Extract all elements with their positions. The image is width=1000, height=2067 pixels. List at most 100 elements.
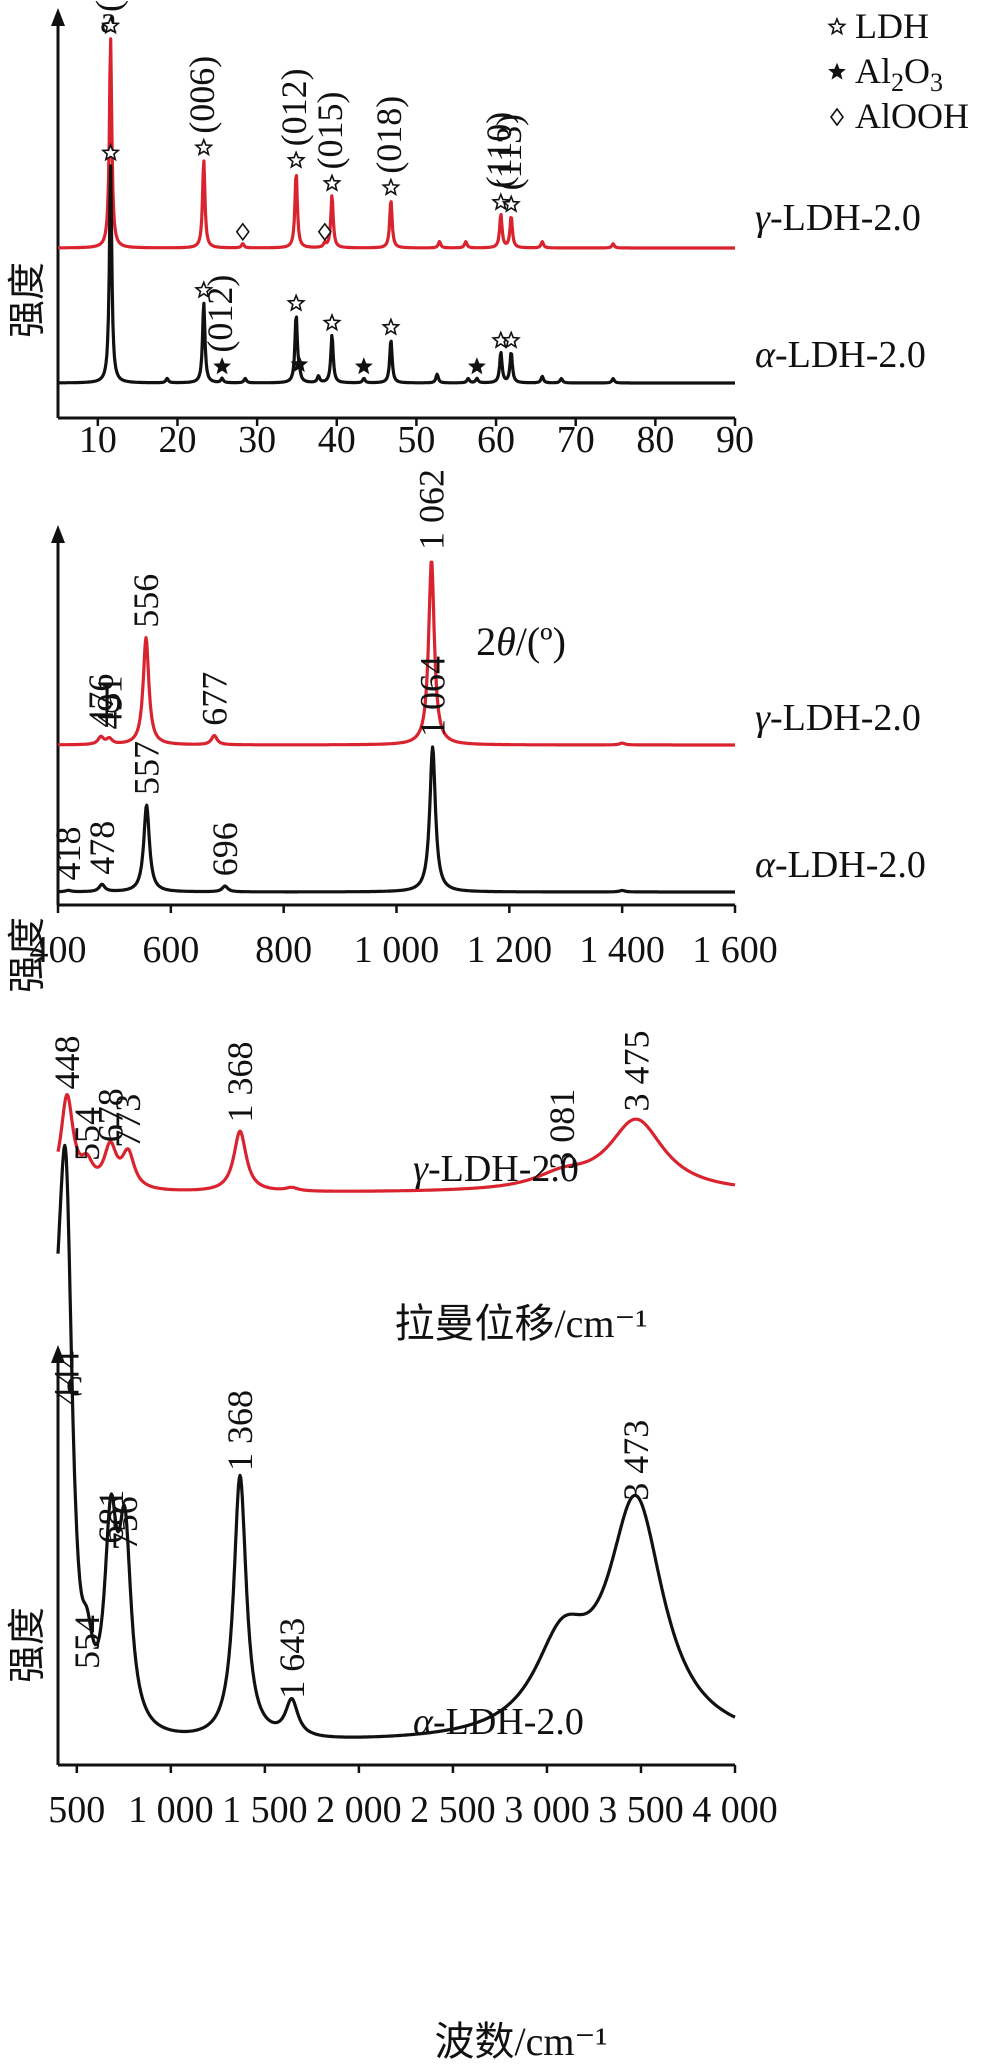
filled-star-marker — [468, 357, 486, 375]
x-tick-label: 70 — [557, 419, 595, 461]
open-diamond-icon — [830, 107, 844, 127]
peak-label: 678 — [90, 1088, 130, 1142]
panel-a-legend: LDH Al2O3 AlOOH — [827, 6, 969, 136]
series-gamma-a: (003) (006) (012)(015) (018) (110)(113) γ-LDH… — [57, 0, 921, 250]
y-axis-arrow-icon — [51, 8, 65, 26]
legend-item-ldh: LDH — [827, 6, 929, 46]
open-star-marker — [322, 312, 342, 332]
legend-item-alooh: AlOOH — [830, 96, 969, 136]
x-tick-label: 1 200 — [467, 929, 553, 971]
open-star-marker — [501, 330, 521, 349]
panel-a-axes: 10 20 30 40 50 60 70 80 90 — [51, 8, 754, 461]
spectrum-line — [56, 1093, 736, 1193]
peak-label: 1 368 — [220, 1042, 260, 1123]
peak-label: 554 — [67, 1615, 107, 1669]
x-tick-label: 40 — [318, 419, 356, 461]
peak-label: 696 — [205, 822, 245, 876]
y-axis-arrow-icon — [51, 525, 65, 543]
panel-b-y-axis-label: 强度 — [5, 917, 49, 993]
x-tick-label: 2 500 — [410, 1789, 496, 1831]
open-star-icon — [827, 16, 847, 36]
open-star-marker — [286, 293, 306, 312]
peak-label: 677 — [194, 672, 234, 726]
peak-label: 1 062 — [411, 469, 451, 550]
series-alpha-a: (012) α-LDH-2.0 — [57, 142, 926, 385]
spectrum-line — [57, 745, 736, 894]
peak-label: 554 — [67, 1107, 107, 1161]
x-tick-label: 3 500 — [598, 1789, 684, 1831]
series-name-label: α-LDH-2.0 — [755, 844, 926, 886]
panel-b-axes: 400 600 800 1 000 1 200 1 400 1 600 — [30, 525, 778, 971]
x-tick-label: 60 — [477, 419, 515, 461]
peak-label: (110) — [479, 112, 519, 189]
x-tick-label: 800 — [255, 929, 312, 971]
panel-a-y-axis-label: 强度 — [5, 262, 49, 338]
peak-label: 476 — [81, 674, 121, 728]
panel-a-x-axis-label: 2θ/(º) — [476, 619, 566, 664]
x-tick-label: 1 000 — [354, 929, 440, 971]
peak-label: 556 — [126, 574, 166, 628]
x-tick-label: 1 600 — [692, 929, 778, 971]
x-tick-label: 4 000 — [692, 1789, 778, 1831]
peak-label: 1 368 — [220, 1390, 260, 1471]
spectrum-line — [57, 560, 736, 747]
panel-b-letter: b — [103, 679, 122, 721]
open-star-marker — [491, 192, 511, 211]
x-tick-label: 1 500 — [222, 1789, 308, 1831]
filled-star-icon — [828, 62, 846, 80]
peak-label: 491 — [89, 675, 129, 729]
peak-label: 3 473 — [616, 1420, 656, 1501]
peak-label: 3 475 — [616, 1031, 656, 1112]
peak-label: 3 081 — [542, 1089, 582, 1170]
peak-label: (113) — [489, 114, 529, 191]
panel-c-letter: c — [66, 1362, 83, 1404]
open-star-marker — [322, 173, 342, 192]
peak-label: (006) — [182, 56, 222, 134]
x-tick-label: 10 — [79, 419, 117, 461]
spectrum-line — [56, 1143, 736, 1739]
peak-label: 557 — [127, 741, 167, 795]
series-name-label: α-LDH-2.0 — [413, 1701, 584, 1743]
open-diamond-icon — [830, 107, 844, 127]
x-tick-label: 20 — [158, 419, 196, 461]
peak-label: (012) — [274, 68, 314, 146]
x-tick-label: 400 — [30, 929, 87, 971]
panel-c-x-axis-label: 波数/cm⁻¹ — [434, 2019, 607, 2064]
peak-label: 478 — [82, 821, 122, 875]
panel-c-axes: 500 1 000 1 500 2 000 2 500 3 000 3 500 4 000 — [48, 1345, 778, 1831]
legend-item-al2o3: Al2O3 — [828, 51, 943, 97]
open-star-icon — [827, 16, 847, 36]
peak-label: (018) — [369, 96, 409, 174]
peak-label: 444 — [46, 1351, 86, 1405]
series-name-label: α-LDH-2.0 — [755, 334, 926, 376]
panel-c: c 强度 波数/cm⁻¹ 500 1 000 1 500 2 000 2 500 3 00… — [5, 1031, 778, 2065]
panel-c-y-axis-label: 强度 — [5, 1607, 49, 1683]
peak-label: (003) — [89, 0, 129, 12]
open-star-marker — [381, 177, 401, 196]
filled-star-marker — [354, 357, 373, 375]
peak-label: 418 — [48, 827, 88, 881]
peak-label: 756 — [105, 1496, 145, 1550]
peak-label: 448 — [47, 1036, 87, 1090]
x-tick-label: 30 — [238, 419, 276, 461]
spectrum-line — [57, 37, 736, 250]
open-star-marker — [501, 194, 521, 213]
peak-label: 1 064 — [413, 656, 453, 737]
open-star-marker — [194, 280, 214, 299]
open-star-marker — [194, 137, 214, 157]
spectrum-line — [57, 164, 736, 385]
x-tick-label: 2 000 — [316, 1789, 402, 1831]
x-tick-label: 500 — [48, 1789, 105, 1831]
open-star-marker — [100, 15, 121, 35]
open-diamond-marker — [317, 222, 332, 242]
x-tick-label: 3 000 — [504, 1789, 590, 1831]
x-tick-label: 50 — [397, 419, 435, 461]
panel-a: a 强度 2θ/(º) LDH Al2O3 AlOOH 10 20 30 40 50 60… — [5, 0, 969, 664]
peak-label: (012) — [200, 275, 240, 353]
x-tick-label: 90 — [716, 419, 754, 461]
legend-label-alooh: AlOOH — [855, 96, 969, 136]
